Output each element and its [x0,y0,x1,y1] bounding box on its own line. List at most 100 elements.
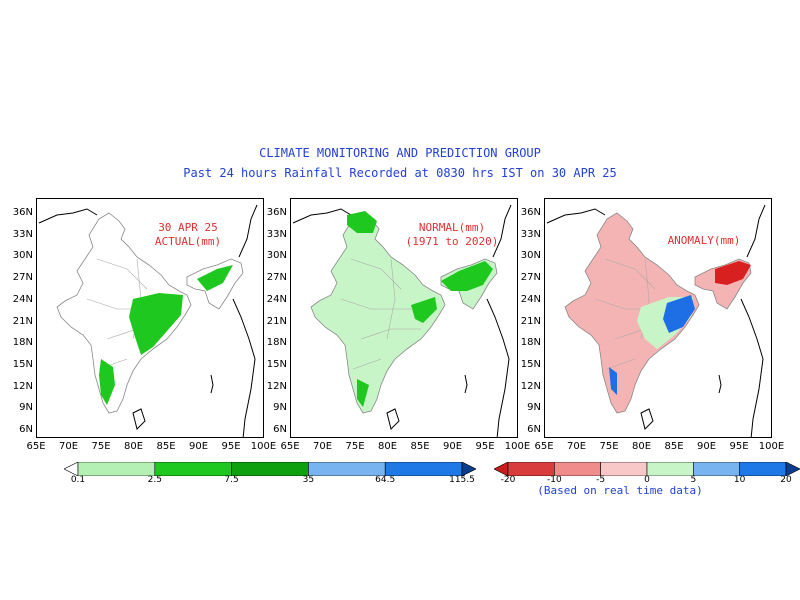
page-title: CLIMATE MONITORING AND PREDICTION GROUP [259,146,541,160]
colorbar-tick-label: 7.5 [224,475,239,485]
lon-tick-label: 85E [664,441,684,452]
colorbar-segment [384,462,463,476]
rain-zone-northeast [441,261,493,291]
lon-tick-label: 100E [758,441,785,452]
rain-zone-north [347,211,377,233]
anomaly-zone-positive [663,295,695,333]
lat-tick-label: 15N [520,358,541,370]
rain-zone-east [411,297,437,323]
normal-panel-label: NORMAL(mm) (1971 to 2020) [392,221,512,249]
lat-tick-label: 6N [527,424,541,435]
lat-tick-label: 12N [12,380,33,392]
colorbar-tick-label: -10 [546,475,562,485]
lon-tick-label: 90E [442,441,463,452]
lon-tick-label: 95E [221,441,241,452]
colorbar-tick-label: 20 [780,475,792,485]
lon-tick-label: 100E [250,441,277,452]
lon-tick-label: 70E [58,441,79,452]
sri-lanka [386,408,400,430]
colorbar-segment [646,462,694,476]
colorbar-segment [554,462,601,476]
andaman-islands [464,374,468,394]
state-boundary [340,298,411,310]
state-boundary [360,328,421,340]
lat-tick-label: 24N [266,293,287,305]
colorbar-tick-label: 64.5 [375,475,396,485]
lat-tick-label: 9N [273,402,287,414]
andaman-islands [210,374,214,394]
colorbar-tick-label: 35 [302,475,315,485]
lon-tick-label: 75E [345,441,365,452]
colorbar-segment [77,462,156,476]
india-landmass [564,212,700,414]
lat-tick-label: 30N [520,250,541,262]
lon-tick-label: 80E [631,441,652,452]
state-boundary [386,258,396,340]
lat-tick-label: 6N [273,424,287,435]
lat-tick-label: 9N [19,402,33,414]
lon-tick-label: 80E [377,441,398,452]
lon-tick-label: 70E [312,441,333,452]
map-panel-normal [290,198,518,438]
rain-zone-northeast [197,265,233,291]
colorbar-end-left [64,462,79,476]
rain-zone-east [129,293,183,355]
andaman-islands [718,374,722,394]
lon-tick-label: 65E [280,441,300,452]
lat-tick-label: 21N [520,315,541,327]
rain-zone-south [99,359,115,405]
actual-label-date: 30 APR 25 [158,221,218,234]
page-subtitle: Past 24 hours Rainfall Recorded at 0830 … [183,166,617,180]
colorbar-note: (Based on real time data) [537,484,703,497]
lat-tick-label: 21N [266,315,287,327]
colorbar-end-right [785,462,800,476]
colorbar-tick-label: -20 [500,475,516,485]
lon-tick-label: 75E [91,441,111,452]
lat-tick-label: 33N [520,228,541,240]
lat-tick-label: 27N [520,272,541,284]
colorbar-tick-label: 10 [733,475,746,485]
coastline [546,204,766,437]
lat-tick-label: 30N [266,250,287,262]
lon-tick-label: 100E [504,441,531,452]
lat-tick-label: 9N [527,402,541,414]
lat-tick-label: 15N [12,358,33,370]
colorbar-tick-label: 0.1 [70,475,86,485]
state-boundary [352,358,382,370]
lon-tick-label: 70E [566,441,587,452]
coastline [38,204,258,437]
actual-label-unit: ACTUAL(mm) [154,235,222,248]
lon-tick-label: 95E [475,441,495,452]
colorbar-tick-label: -5 [596,475,606,485]
rain-zone-south [357,379,369,407]
anomaly-colorbar [494,462,800,476]
lat-tick-label: 24N [12,293,33,305]
colorbar-segment [231,462,309,476]
colorbar-tick-label: 5 [690,475,697,485]
lat-tick-label: 21N [12,315,33,327]
lat-tick-label: 36N [520,207,541,218]
actual-panel-label: 30 APR 25 ACTUAL(mm) [128,221,248,249]
colorbar-end-left [494,462,509,476]
colorbar-end-right [461,462,476,476]
sri-lanka [132,408,146,430]
colorbar-segment [600,462,648,476]
lon-tick-label: 65E [26,441,46,452]
normal-label-title: NORMAL(mm) [418,221,486,234]
lon-tick-label: 75E [599,441,619,452]
sri-lanka [640,408,654,430]
lon-tick-label: 80E [123,441,144,452]
lat-tick-label: 24N [520,293,541,305]
lat-tick-label: 27N [266,272,287,284]
lat-tick-label: 33N [12,228,33,240]
lat-tick-label: 15N [266,358,287,370]
colorbar-tick-label: 2.5 [147,475,162,485]
india-landmass [56,212,192,414]
state-boundary [606,358,636,370]
lon-tick-label: 95E [729,441,749,452]
colorbar-segment [739,462,787,476]
lat-tick-label: 18N [520,337,541,349]
colorbar-segment [154,462,232,476]
lon-tick-label: 90E [188,441,209,452]
colorbar-segment [308,462,386,476]
